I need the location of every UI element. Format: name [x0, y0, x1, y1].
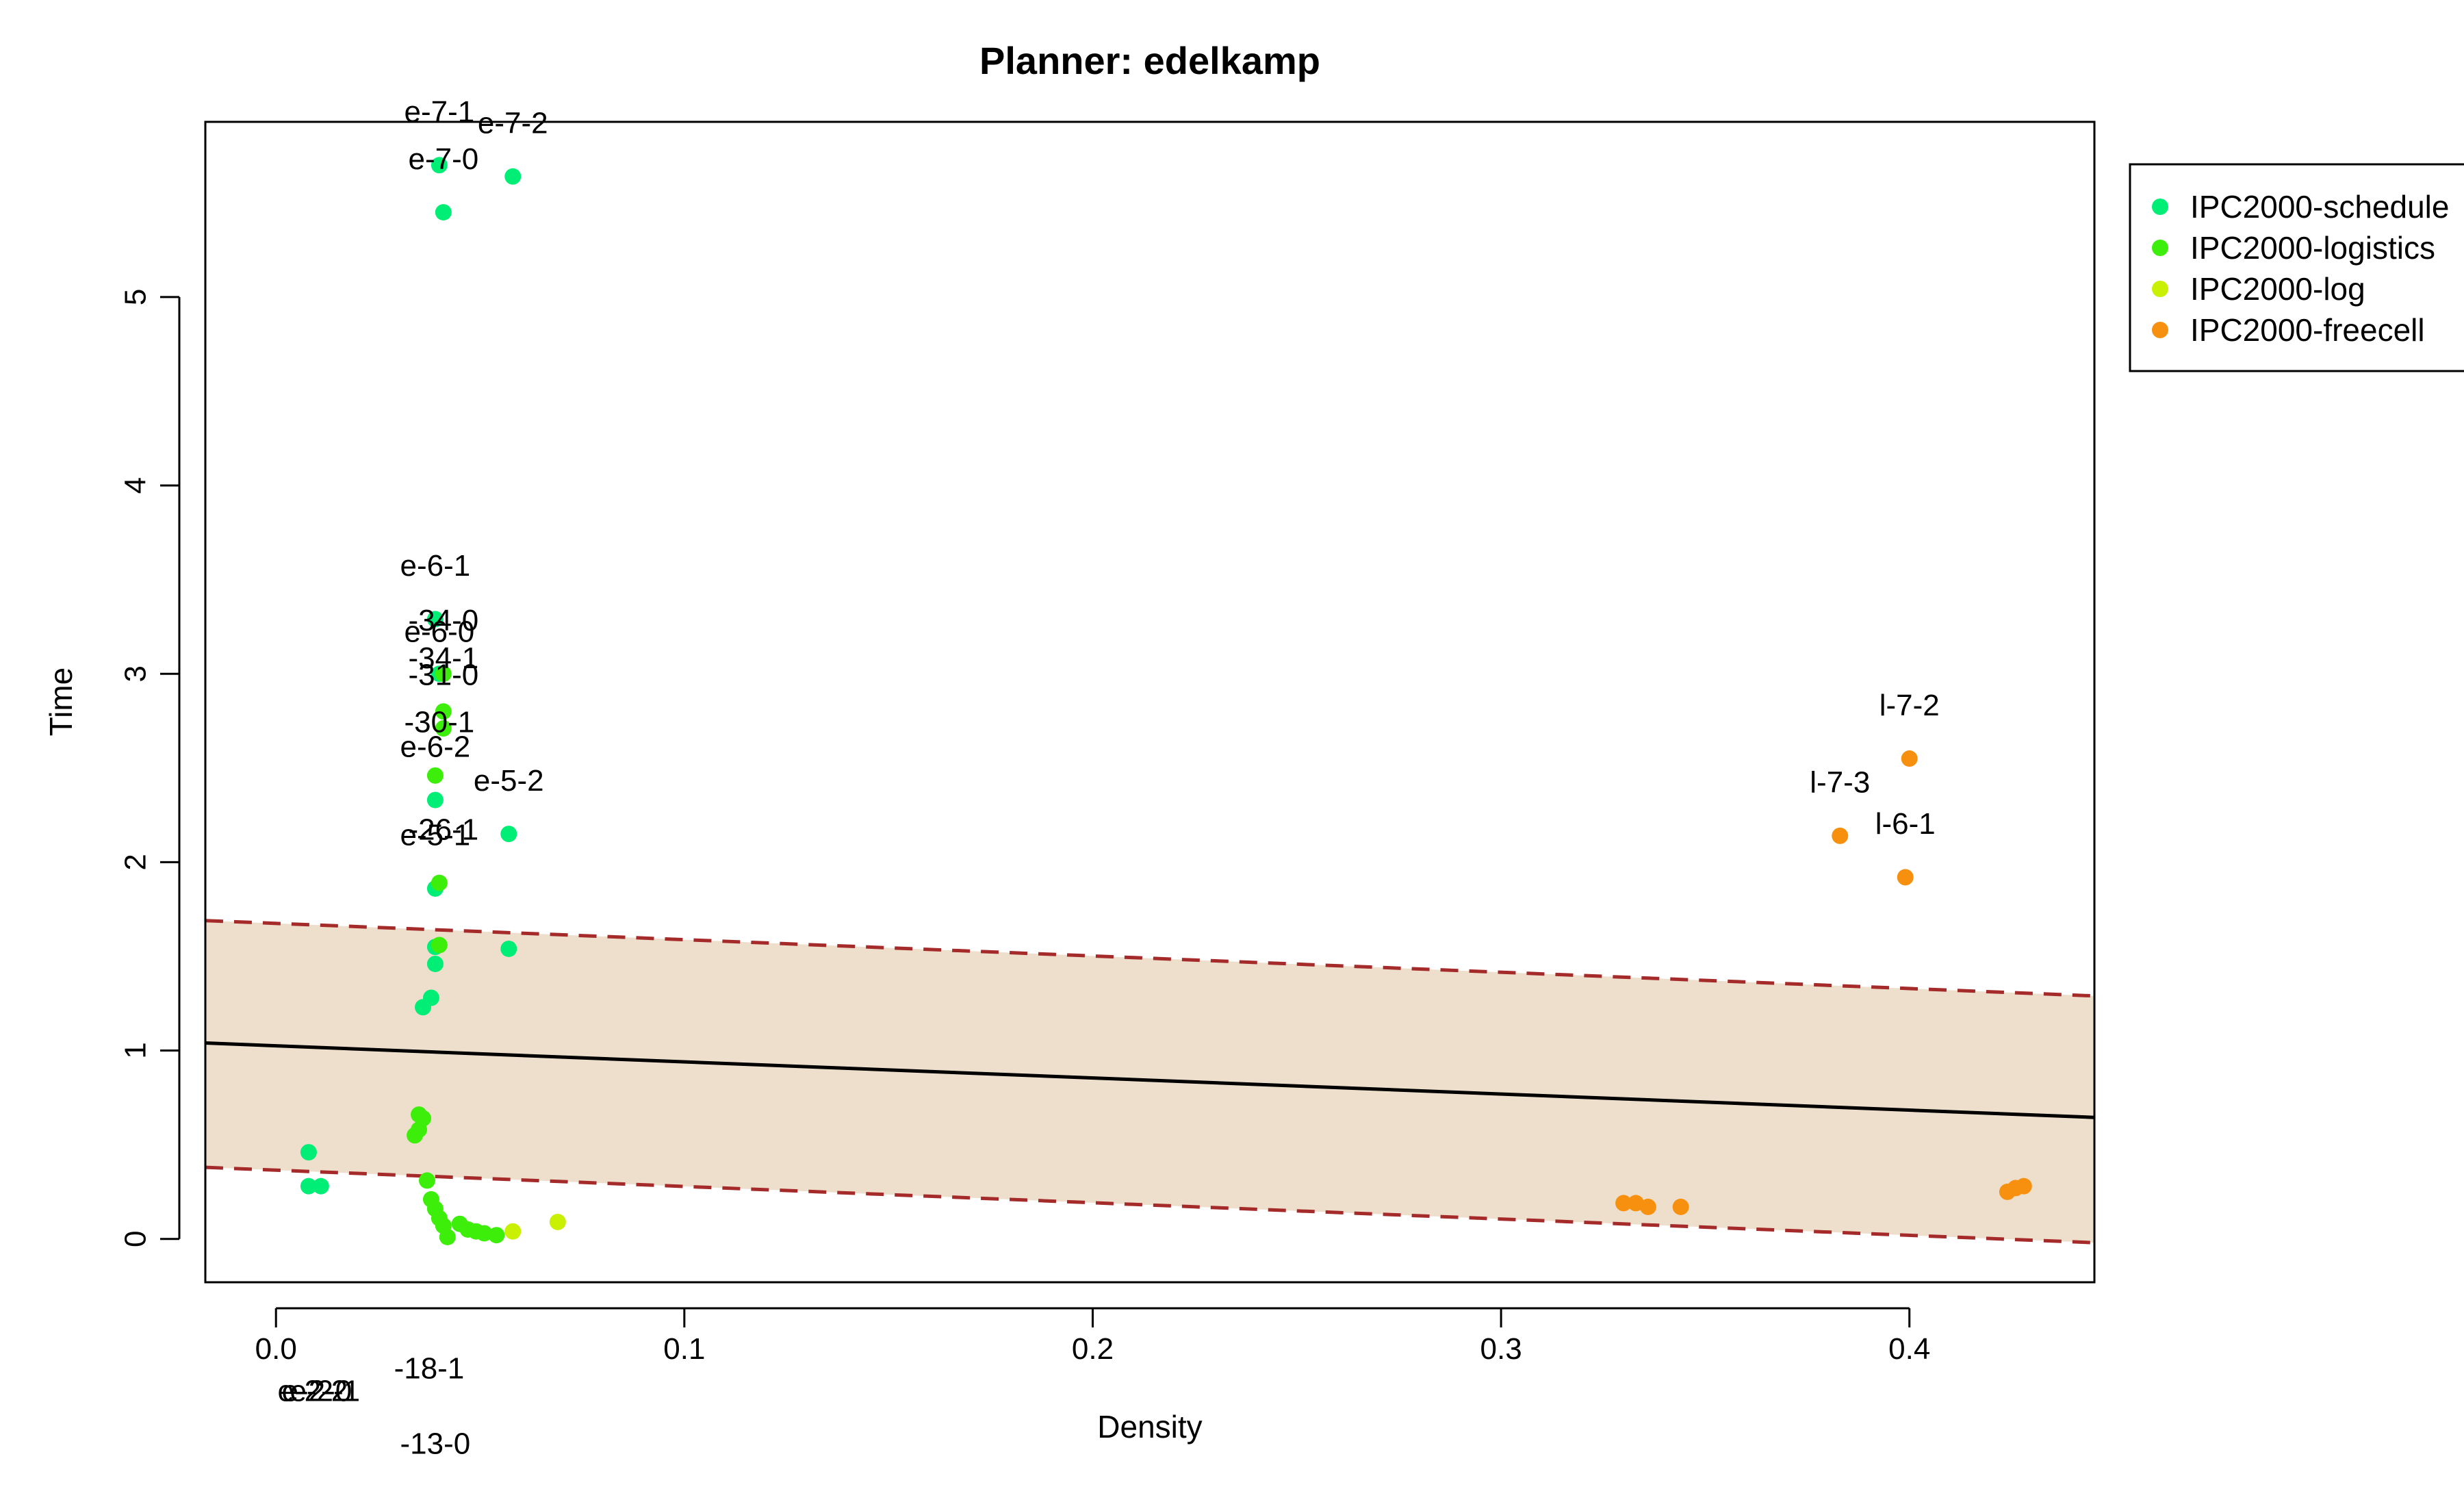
- data-point: [426, 791, 444, 809]
- data-point: [504, 1223, 522, 1240]
- data-point: [300, 1178, 317, 1195]
- legend-label: IPC2000-schedule: [2190, 189, 2449, 225]
- data-point: [488, 1227, 505, 1244]
- point-label: e-2-1: [290, 1374, 360, 1408]
- point-label: e-2-0: [282, 1374, 352, 1408]
- data-point: [431, 937, 448, 954]
- data-point: [431, 157, 448, 174]
- legend: IPC2000-schedule IPC2000-logistics IPC2000…: [2129, 163, 2464, 372]
- data-point: [500, 940, 517, 957]
- data-point: [1901, 750, 1918, 767]
- point-label: e-5-1: [400, 819, 471, 852]
- point-label: e-6-0: [405, 615, 475, 648]
- x-axis-label: Density: [1097, 1409, 1202, 1445]
- point-label: e-5-2: [474, 764, 544, 798]
- y-tick-label: 0: [119, 1230, 153, 1247]
- legend-label: IPC2000-log: [2190, 271, 2365, 307]
- y-axis-label: Time: [43, 667, 79, 737]
- point-label: l-7-3: [1810, 766, 1870, 800]
- point-label: e-7-2: [478, 107, 548, 140]
- legend-marker: [2152, 322, 2168, 338]
- legend-marker: [2152, 281, 2168, 297]
- y-axis: 0 1 2 3 4 5: [119, 289, 181, 1247]
- point-label: e-7-1: [405, 95, 475, 129]
- legend-marker: [2152, 240, 2168, 256]
- point-label: l-7-2: [1879, 689, 1940, 722]
- data-point: [426, 611, 444, 628]
- x-tick-label: 0.0: [255, 1332, 297, 1366]
- data-point: [1672, 1198, 1689, 1215]
- point-labels: e-7-1 e-7-2e-7-0 e-6-1 -34-0e-6-0-34-1-31-0…: [278, 95, 1940, 1460]
- data-point: [312, 1178, 329, 1195]
- data-point: [415, 999, 432, 1016]
- y-tick-label: 1: [119, 1042, 153, 1058]
- x-axis: 0.0 0.1 0.2 0.3 0.4: [255, 1307, 1930, 1366]
- point-label: e-6-1: [400, 549, 471, 583]
- data-point: [426, 955, 444, 972]
- data-point: [1615, 1195, 1632, 1212]
- data-point: [549, 1213, 566, 1230]
- fit-line-layer: [205, 1041, 2094, 1119]
- point-label: -31-0: [408, 659, 478, 692]
- point-label: -34-1: [408, 641, 478, 675]
- data-point: [1639, 1198, 1656, 1215]
- data-points: [300, 157, 2032, 1245]
- data-point: [435, 204, 452, 221]
- data-point: [435, 720, 452, 737]
- x-tick-label: 0.4: [1888, 1332, 1930, 1366]
- data-point: [435, 703, 452, 720]
- x-tick-label: 0.3: [1480, 1332, 1522, 1366]
- data-point: [300, 1144, 317, 1161]
- point-label: -18-1: [394, 1351, 465, 1385]
- point-label: e-6-2: [400, 730, 471, 763]
- data-point: [504, 168, 522, 185]
- data-point: [435, 665, 452, 683]
- y-tick-label: 3: [119, 665, 153, 682]
- point-label: -13-0: [400, 1427, 471, 1460]
- legend-label: IPC2000-freecell: [2190, 312, 2425, 348]
- data-point: [439, 1228, 456, 1245]
- y-tick-label: 4: [119, 477, 153, 494]
- data-point: [1832, 827, 1849, 844]
- data-point: [407, 1127, 424, 1144]
- y-tick-label: 2: [119, 854, 153, 870]
- plot-frame: [204, 120, 2096, 1284]
- x-tick-label: 0.2: [1072, 1332, 1114, 1366]
- point-label: -26-1: [408, 813, 478, 846]
- data-point: [418, 1172, 435, 1189]
- point-label: -34-0: [408, 604, 478, 637]
- data-point: [500, 826, 517, 843]
- point-label: l-6-1: [1875, 807, 1936, 841]
- data-point: [426, 767, 444, 784]
- x-tick-label: 0.1: [663, 1332, 705, 1366]
- data-point: [2015, 1178, 2032, 1195]
- legend-box: [2129, 163, 2464, 372]
- data-point: [476, 1225, 493, 1242]
- y-tick-label: 5: [119, 289, 153, 305]
- fit-line: [205, 1041, 2094, 1119]
- point-label: e-7-0: [408, 142, 478, 176]
- chart-title: Planner: edelkamp: [979, 39, 1320, 82]
- legend-marker: [2152, 199, 2168, 215]
- point-label: -30-1: [405, 706, 475, 739]
- point-label: e-2-2: [278, 1374, 348, 1408]
- data-point: [1897, 869, 1914, 886]
- data-point: [431, 874, 448, 891]
- legend-label: IPC2000-logistics: [2190, 230, 2435, 266]
